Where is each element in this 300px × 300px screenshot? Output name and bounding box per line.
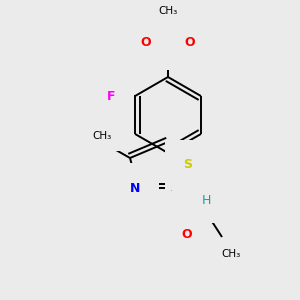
Text: S: S bbox=[164, 38, 172, 52]
Text: N: N bbox=[130, 182, 140, 194]
Text: CH₃: CH₃ bbox=[221, 249, 241, 259]
Text: CH₃: CH₃ bbox=[158, 6, 178, 16]
Text: CH₃: CH₃ bbox=[92, 131, 112, 141]
Text: N: N bbox=[191, 191, 201, 205]
Text: O: O bbox=[182, 227, 192, 241]
Text: S: S bbox=[184, 158, 193, 172]
Text: O: O bbox=[185, 35, 195, 49]
Text: H: H bbox=[201, 194, 211, 206]
Text: O: O bbox=[141, 35, 151, 49]
Text: F: F bbox=[107, 89, 115, 103]
